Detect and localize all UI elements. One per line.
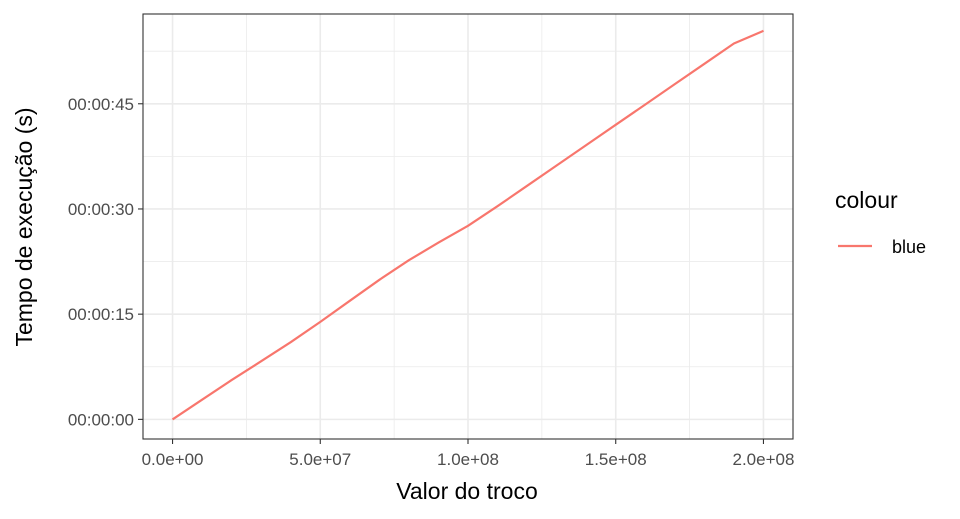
x-tick-label: 5.0e+07 (289, 450, 351, 469)
y-tick-label: 00:00:00 (68, 410, 134, 429)
x-tick-label: 2.0e+08 (732, 450, 794, 469)
y-axis-title: Tempo de execução (s) (11, 107, 37, 346)
x-axis-title: Valor do troco (396, 478, 537, 504)
y-tick-label: 00:00:30 (68, 200, 134, 219)
grid-lines (143, 14, 793, 439)
x-tick-label: 1.0e+08 (437, 450, 499, 469)
legend-label: blue (892, 237, 926, 257)
axes: 0.0e+00 5.0e+07 1.0e+08 1.5e+08 2.0e+08 00:00… (68, 95, 795, 469)
legend: colour blue (835, 187, 926, 257)
x-tick-label: 0.0e+00 (142, 450, 204, 469)
legend-title: colour (835, 187, 898, 213)
y-tick-label: 00:00:45 (68, 95, 134, 114)
x-tick-label: 1.5e+08 (585, 450, 647, 469)
series-lines (171, 29, 764, 421)
series-line-blue (171, 29, 764, 421)
y-tick-label: 00:00:15 (68, 305, 134, 324)
